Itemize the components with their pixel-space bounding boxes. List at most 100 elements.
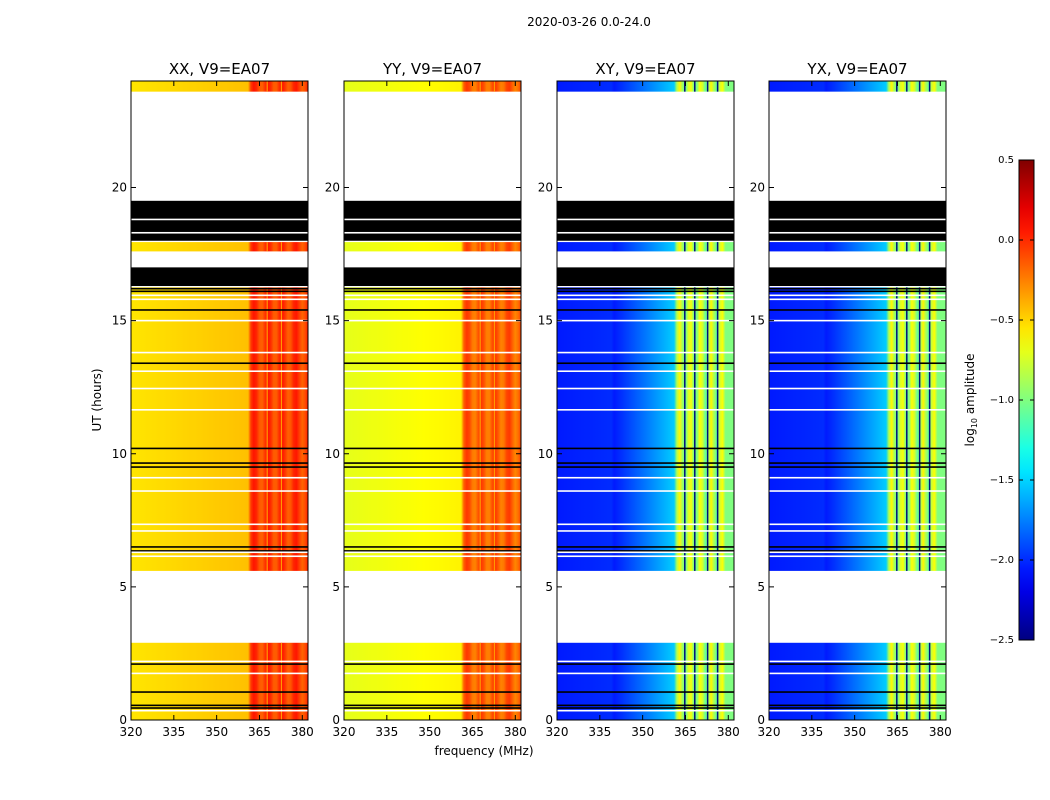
panel-yx-channel-gap xyxy=(906,242,908,252)
panel-xx: XX, V9=EA07 320 335 350 365 380 0 5 10 15 20 xyxy=(112,60,314,739)
panel-yy-ytick-label: 20 xyxy=(325,181,340,195)
panel-yy-flag-line xyxy=(344,663,521,665)
panel-yy-gap-line xyxy=(344,319,521,322)
panel-yx-gap-line xyxy=(769,660,946,663)
panel-xy-channel-gap xyxy=(694,81,696,92)
panel-xy-gap-line xyxy=(557,555,734,558)
panel-yx-channel-gap xyxy=(928,287,931,571)
panel-xy-gap-line xyxy=(557,672,734,675)
panel-yx-gap-line xyxy=(769,523,946,526)
panel-yy-gap-line xyxy=(344,551,521,554)
panel-yy-gap-line xyxy=(344,476,521,479)
panel-xx-gap-line xyxy=(131,551,308,554)
panel-xy-channel-gap xyxy=(706,642,709,720)
panel-yx-gap-line xyxy=(769,231,946,234)
panel-xy-gap-line xyxy=(557,409,734,411)
panel-xy-channel-gap xyxy=(716,287,719,571)
panel-yx-xtick-label: 365 xyxy=(886,725,909,739)
panel-yx-xtick-label: 335 xyxy=(800,725,823,739)
panel-yy-frame xyxy=(343,80,522,721)
panel-yy-gap-line xyxy=(344,218,521,221)
panel-yx-gap-line xyxy=(769,409,946,411)
panel-xx-flag-line xyxy=(131,290,308,293)
panel-xy-channel-gap xyxy=(694,287,696,571)
colorbar-tick-label: 0.5 xyxy=(998,155,1014,166)
panel-xx-gap-line xyxy=(131,351,308,354)
panel-yy-xtick-label: 350 xyxy=(418,725,441,739)
panel-xy-ytick-label: 15 xyxy=(538,314,553,328)
panel-yy-flag-line xyxy=(344,550,521,552)
panel-xy-gap-line xyxy=(557,551,734,554)
panel-xy-gap-line xyxy=(557,231,734,234)
panel-yy-gap-line xyxy=(344,572,521,575)
panel-xx-gap-line xyxy=(131,370,308,373)
panel-xx-data-segment xyxy=(131,81,308,92)
panel-yx-gap-line xyxy=(769,672,946,675)
panel-yx-gap-line xyxy=(769,387,946,390)
panel-xx-gap-line xyxy=(131,530,308,532)
panel-xx-gap-line xyxy=(131,319,308,322)
panel-yy-channel-edge xyxy=(479,642,481,720)
colorbar-label-sub: 10 xyxy=(970,418,979,428)
panel-xy-gap-line xyxy=(557,709,734,712)
panel-yx-frame xyxy=(768,80,947,721)
panel-yx-channel-gap xyxy=(918,242,921,252)
panel-xy-channel-gap xyxy=(706,287,709,571)
panel-yx-flag-line xyxy=(769,309,946,311)
panel-yy-gap-line xyxy=(344,231,521,234)
panel-xy-flag-line xyxy=(557,663,734,665)
panel-yy-gap-line xyxy=(344,555,521,558)
colorbar-label: log10 amplitude xyxy=(963,354,979,447)
panel-yy-flag-line xyxy=(344,691,521,693)
panel-yx-channel-gap xyxy=(906,642,908,720)
panel-xy-flagged-block xyxy=(557,267,734,287)
panel-xx-flag-line xyxy=(131,663,308,665)
panel-yx-flag-line xyxy=(769,550,946,552)
panel-yx-channel-gap xyxy=(896,81,898,92)
panel-yx-flag-line xyxy=(769,466,946,468)
panel-xy-gap-line xyxy=(557,490,734,492)
panel-yx-channel-gap xyxy=(896,242,898,252)
panel-xx-ytick-label: 10 xyxy=(112,447,127,461)
panel-yy-flagged-block xyxy=(344,200,521,241)
colorbar-tick-label: −2.5 xyxy=(990,635,1014,646)
panel-yy-gap-line xyxy=(344,523,521,526)
panel-yx-gap-line xyxy=(769,551,946,554)
panel-xy-gap-line xyxy=(557,476,734,479)
panel-xx-flagged-block xyxy=(131,267,308,287)
panel-yy-channel-edge xyxy=(479,287,481,571)
panel-xx-ytick-label: 15 xyxy=(112,314,127,328)
panel-yy-flag-line xyxy=(344,704,521,707)
panel-xy-flag-line xyxy=(557,290,734,293)
panel-xx-flag-line xyxy=(131,362,308,365)
panel-yy-flag-line xyxy=(344,309,521,311)
panel-yx-ytick-label: 15 xyxy=(750,314,765,328)
panel-xy-channel-gap xyxy=(716,81,719,92)
panel-yx-ytick-label: 10 xyxy=(750,447,765,461)
panel-xy-data-segment xyxy=(557,81,734,92)
panel-yy-gap-line xyxy=(344,490,521,492)
panel-xx-channel-edge xyxy=(266,642,268,720)
panel-xx-data-segment xyxy=(131,242,308,252)
panel-yx-ytick-label: 20 xyxy=(750,181,765,195)
panel-yx-flag-line xyxy=(769,287,946,290)
panel-yx-flag-line xyxy=(769,362,946,365)
panel-xx-gap-line xyxy=(131,523,308,526)
panel-yy-channel-edge xyxy=(493,242,496,252)
panel-yy-channel-edge xyxy=(493,287,496,571)
panel-yx-ytick-label: 0 xyxy=(757,713,765,727)
panel-yx-flag-line xyxy=(769,704,946,707)
panel-xx-xtick-label: 365 xyxy=(248,725,271,739)
panel-yy-xtick-label: 335 xyxy=(375,725,398,739)
panel-xx-gap-line xyxy=(131,476,308,479)
panel-xx-gap-line xyxy=(131,231,308,234)
colorbar: 0.5 0.0 −0.5 −1.0 −1.5 −2.0 −2.5 log10 amplitud… xyxy=(963,155,1035,646)
panel-yy: YY, V9=EA07 320 335 350 365 380 0 5 10 15 20 xyxy=(325,60,527,739)
y-axis-label: UT (hours) xyxy=(90,368,104,431)
panel-yx-xtick-label: 350 xyxy=(843,725,866,739)
colorbar-tick-label: −1.5 xyxy=(990,475,1014,486)
panel-xy-xtick-label: 335 xyxy=(588,725,611,739)
panel-xy-gap-line xyxy=(557,572,734,575)
panel-xx-gap-line xyxy=(131,409,308,411)
panel-xy-gap-line xyxy=(557,523,734,526)
